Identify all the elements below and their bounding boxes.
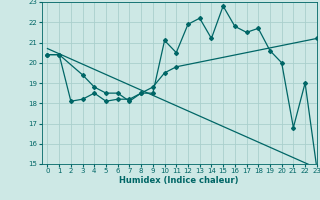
- X-axis label: Humidex (Indice chaleur): Humidex (Indice chaleur): [119, 176, 239, 185]
